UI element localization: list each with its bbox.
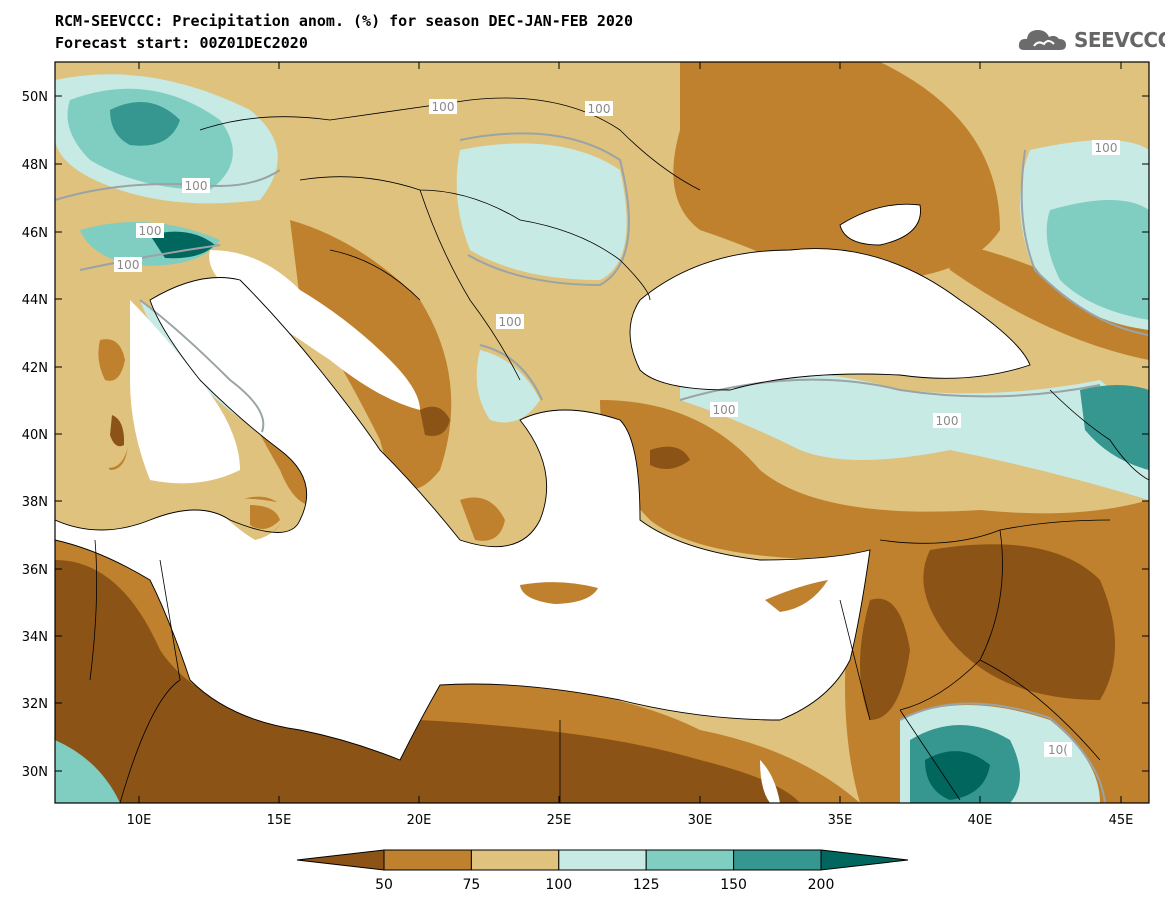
- lat-label: 48N: [22, 158, 48, 173]
- lat-label: 38N: [22, 495, 48, 510]
- lon-label: 30E: [688, 813, 713, 828]
- wet-zone-pannonia: [456, 143, 627, 280]
- contour-label-bg: [1092, 140, 1120, 155]
- colorbar-high-extension: [820, 849, 909, 871]
- lon-label: 10E: [127, 813, 152, 828]
- lat-label: 50N: [22, 90, 48, 105]
- colorbar-segment: [733, 849, 822, 871]
- lat-label: 30N: [22, 765, 48, 780]
- corsica: [98, 339, 125, 381]
- very-dry-zone-greece: [420, 406, 450, 436]
- colorbar-segment: [470, 849, 560, 871]
- colorbar-label: 150: [720, 877, 747, 893]
- crete: [520, 582, 598, 604]
- lat-label: 44N: [22, 293, 48, 308]
- contour-label-bg: [496, 314, 524, 329]
- dry-zone-ukraine: [673, 62, 1000, 282]
- contour-label-bg: [182, 178, 210, 193]
- lon-label: 20E: [407, 813, 432, 828]
- lon-label: 15E: [267, 813, 292, 828]
- extreme-wet-zone-po: [150, 231, 215, 259]
- contour-label: 10(: [1048, 743, 1068, 757]
- colorbar-label: 125: [633, 877, 660, 893]
- colorbar-segment: [383, 849, 472, 871]
- contour-100-lines: [55, 132, 1149, 803]
- contour-label: 100: [117, 258, 140, 272]
- contour-label-group: 100 100 100 100 100 100 100 100 100 10(: [114, 99, 1120, 757]
- contour-label-bg: [429, 99, 457, 114]
- lon-label: 25E: [547, 813, 572, 828]
- wet-zone-black-sea-coast: [680, 372, 1149, 500]
- cloud-icon: [1018, 30, 1066, 50]
- contour-label-bg: [710, 402, 738, 417]
- seevccc-logo: SEEVCCC: [1018, 22, 1165, 56]
- strong-wet-zone-caspian: [1046, 200, 1149, 320]
- lat-label: 32N: [22, 697, 48, 712]
- red-sea: [760, 760, 780, 803]
- longitude-axis: 10E 15E 20E 25E 30E 35E 40E 45E: [127, 62, 1134, 828]
- contour-label-bg: [585, 101, 613, 116]
- very-dry-zone-anatolia: [650, 446, 690, 469]
- logo-text: SEEVCCC: [1074, 28, 1165, 52]
- lon-label: 35E: [828, 813, 853, 828]
- colorbar: 50 75 100 125 150 200: [296, 849, 909, 893]
- contour-label-bg: [136, 223, 164, 238]
- tyrrhenian-sea: [130, 300, 240, 484]
- contour-label: 100: [499, 315, 522, 329]
- adriatic-sea: [209, 250, 420, 410]
- colorbar-label: 75: [462, 877, 480, 893]
- anomaly-field: [55, 62, 1149, 803]
- wet-zone-libya-west: [55, 740, 120, 803]
- sardinia-core: [110, 415, 125, 447]
- very-dry-zone-sinai: [860, 598, 910, 720]
- contour-label: 100: [139, 224, 162, 238]
- dry-zone-caucasus-strip: [940, 240, 1149, 360]
- contour-label: 100: [713, 403, 736, 417]
- latitude-axis: 50N 48N 46N 44N 42N 40N 38N 36N 34N 32N 30N: [22, 90, 1149, 780]
- lat-label: 42N: [22, 361, 48, 376]
- contour-label: 100: [936, 414, 959, 428]
- lat-label: 46N: [22, 226, 48, 241]
- colorbar-segment: [558, 849, 647, 871]
- colorbar-segment: [645, 849, 735, 871]
- lon-label: 45E: [1109, 813, 1134, 828]
- contour-label-bg: [114, 257, 142, 272]
- contour-label: 100: [185, 179, 208, 193]
- map-frame: [54, 61, 1150, 804]
- colorbar-label: 100: [545, 877, 572, 893]
- contour-label: 100: [1095, 141, 1118, 155]
- dry-zone-peloponnese: [460, 497, 505, 541]
- lat-label: 34N: [22, 630, 48, 645]
- black-sea: [630, 248, 1030, 390]
- sicily-core: [250, 505, 280, 529]
- colorbar-low-extension: [296, 849, 385, 871]
- colorbar-label: 50: [375, 877, 393, 893]
- contour-label-bg: [1044, 742, 1072, 757]
- contour-label: 100: [588, 102, 611, 116]
- lon-label: 40E: [968, 813, 993, 828]
- mediterranean-sea: [55, 277, 870, 760]
- coastlines: [55, 203, 1031, 761]
- colorbar-label: 200: [808, 877, 835, 893]
- very-dry-zone-arabia: [923, 544, 1115, 700]
- country-borders: [89, 97, 1149, 803]
- chart-subtitle: Forecast start: 00Z01DEC2020: [55, 34, 308, 52]
- lat-label: 36N: [22, 563, 48, 578]
- extreme-wet-zone-saudi: [925, 751, 990, 800]
- cyprus: [765, 580, 828, 612]
- contour-label-bg: [933, 413, 961, 428]
- strong-wet-zone-caucasus: [1080, 385, 1149, 470]
- wet-zone-aegean: [476, 350, 540, 423]
- lat-label: 40N: [22, 428, 48, 443]
- extreme-wet-zone-alps: [110, 102, 180, 146]
- very-dry-zone-sahara: [55, 560, 800, 803]
- contour-label: 100: [432, 100, 455, 114]
- chart-title: RCM-SEEVCCC: Precipitation anom. (%) for…: [55, 12, 633, 30]
